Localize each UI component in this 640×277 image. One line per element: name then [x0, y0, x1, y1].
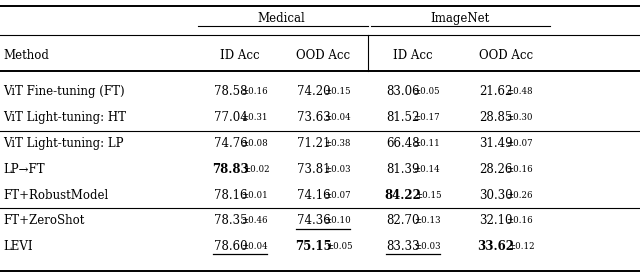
Text: ID Acc: ID Acc	[393, 49, 433, 62]
Text: ±0.14: ±0.14	[413, 165, 440, 174]
Text: ±0.17: ±0.17	[413, 113, 440, 122]
Text: ViT Light-tuning: LP: ViT Light-tuning: LP	[3, 137, 124, 150]
Text: 73.81: 73.81	[297, 163, 330, 176]
Text: ±0.07: ±0.07	[506, 139, 533, 148]
Text: ±0.46: ±0.46	[241, 216, 268, 225]
Text: ±0.04: ±0.04	[324, 113, 351, 122]
Text: ±0.01: ±0.01	[241, 191, 268, 199]
Text: 81.39: 81.39	[387, 163, 420, 176]
Text: 78.35: 78.35	[214, 214, 247, 227]
Text: ±0.26: ±0.26	[506, 191, 533, 199]
Text: ±0.03: ±0.03	[324, 165, 351, 174]
Text: ±0.04: ±0.04	[241, 242, 268, 251]
Text: 66.48: 66.48	[387, 137, 420, 150]
Text: FT+RobustModel: FT+RobustModel	[3, 189, 108, 201]
Text: 78.58: 78.58	[214, 86, 247, 98]
Text: ±0.13: ±0.13	[413, 216, 440, 225]
Text: 78.83: 78.83	[212, 163, 249, 176]
Text: ±0.16: ±0.16	[241, 88, 268, 96]
Text: ±0.38: ±0.38	[324, 139, 351, 148]
Text: ±0.05: ±0.05	[326, 242, 353, 251]
Text: ViT Light-tuning: HT: ViT Light-tuning: HT	[3, 111, 126, 124]
Text: 32.10: 32.10	[479, 214, 513, 227]
Text: 84.22: 84.22	[385, 189, 422, 201]
Text: ±0.12: ±0.12	[508, 242, 535, 251]
Text: ±0.16: ±0.16	[506, 165, 533, 174]
Text: 71.21: 71.21	[297, 137, 330, 150]
Text: 75.15: 75.15	[295, 240, 332, 253]
Text: ±0.31: ±0.31	[241, 113, 268, 122]
Text: 78.16: 78.16	[214, 189, 247, 201]
Text: Method: Method	[3, 49, 49, 62]
Text: ImageNet: ImageNet	[430, 12, 489, 24]
Text: 28.26: 28.26	[479, 163, 513, 176]
Text: 21.62: 21.62	[479, 86, 513, 98]
Text: ±0.15: ±0.15	[324, 88, 351, 96]
Text: 73.63: 73.63	[297, 111, 330, 124]
Text: 74.16: 74.16	[297, 189, 330, 201]
Text: ±0.16: ±0.16	[506, 216, 533, 225]
Text: Medical: Medical	[258, 12, 305, 24]
Text: 28.85: 28.85	[479, 111, 513, 124]
Text: OOD Acc: OOD Acc	[296, 49, 350, 62]
Text: FT+ZeroShot: FT+ZeroShot	[3, 214, 84, 227]
Text: OOD Acc: OOD Acc	[479, 49, 532, 62]
Text: LEVI: LEVI	[3, 240, 33, 253]
Text: ID Acc: ID Acc	[220, 49, 260, 62]
Text: ±0.15: ±0.15	[415, 191, 442, 199]
Text: 82.70: 82.70	[387, 214, 420, 227]
Text: 78.60: 78.60	[214, 240, 247, 253]
Text: ±0.11: ±0.11	[413, 139, 440, 148]
Text: 30.30: 30.30	[479, 189, 513, 201]
Text: 83.06: 83.06	[387, 86, 420, 98]
Text: 81.52: 81.52	[387, 111, 420, 124]
Text: ±0.02: ±0.02	[243, 165, 269, 174]
Text: ±0.10: ±0.10	[324, 216, 351, 225]
Text: ViT Fine-tuning (FT): ViT Fine-tuning (FT)	[3, 86, 125, 98]
Text: 74.36: 74.36	[297, 214, 330, 227]
Text: 77.04: 77.04	[214, 111, 247, 124]
Text: 33.62: 33.62	[477, 240, 515, 253]
Text: ±0.05: ±0.05	[413, 88, 440, 96]
Text: LP→FT: LP→FT	[3, 163, 45, 176]
Text: ±0.08: ±0.08	[241, 139, 268, 148]
Text: ±0.30: ±0.30	[506, 113, 533, 122]
Text: 74.20: 74.20	[297, 86, 330, 98]
Text: 74.76: 74.76	[214, 137, 247, 150]
Text: 83.33: 83.33	[387, 240, 420, 253]
Text: ±0.48: ±0.48	[506, 88, 533, 96]
Text: 31.49: 31.49	[479, 137, 513, 150]
Text: ±0.07: ±0.07	[324, 191, 351, 199]
Text: ±0.03: ±0.03	[413, 242, 440, 251]
